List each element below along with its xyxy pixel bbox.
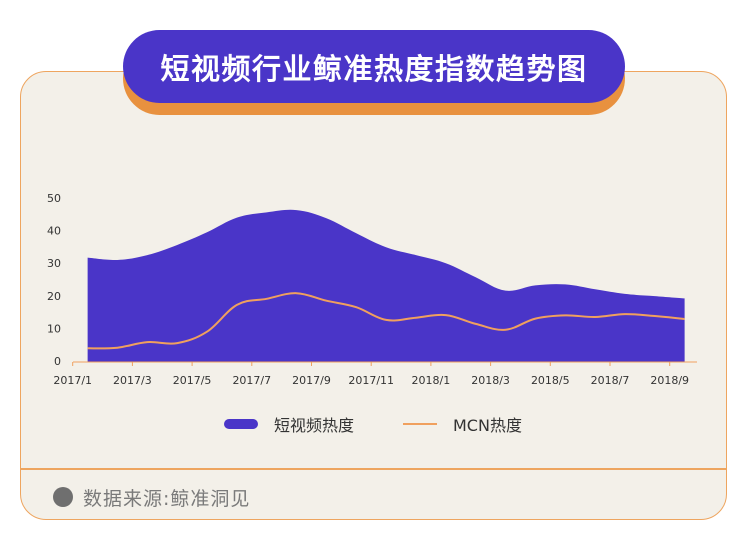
y-tick-label: 20 [47,290,61,303]
y-tick-label: 40 [47,225,61,238]
x-tick-label: 2018/3 [471,374,510,387]
legend-label: 短视频热度 [274,416,355,435]
page-title: 短视频行业鲸准热度指数趋势图 [160,51,588,86]
legend-label: MCN热度 [453,416,522,435]
x-tick-label: 2018/5 [531,374,570,387]
x-tick-label: 2017/1 [53,374,92,387]
y-tick-label: 10 [47,322,61,335]
x-tick-label: 2018/9 [650,374,689,387]
legend-item-short-video[interactable]: 短视频热度 [224,412,354,436]
x-tick-label: 2017/7 [232,374,271,387]
short-video-area [87,209,685,362]
x-tick-label: 2017/3 [113,374,152,387]
bullet-dot-icon [53,487,73,507]
mcn-line [87,292,685,350]
x-tick-label: 2018/7 [591,374,630,387]
x-tick-label: 2017/5 [173,374,212,387]
x-axis-ticks [72,362,671,366]
y-tick-label: 30 [47,257,61,270]
title-pill: 短视频行业鲸准热度指数趋势图 [123,30,625,103]
y-tick-label: 0 [54,355,61,368]
x-axis-labels: 2017/1 2017/3 2017/5 2017/7 2017/9 2017/11 201… [53,374,689,387]
area-swatch-icon [224,419,258,429]
x-tick-label: 2017/9 [292,374,331,387]
y-tick-label: 50 [47,192,61,205]
y-axis-labels: 0 10 20 30 40 50 [47,192,61,368]
x-tick-label: 2017/11 [348,374,394,387]
data-source: 数据来源:鲸准洞见 [53,483,250,511]
data-source-text: 数据来源:鲸准洞见 [83,487,251,510]
x-tick-label: 2018/1 [412,374,451,387]
legend-item-mcn[interactable]: MCN热度 [403,412,522,436]
footer-divider [20,468,727,470]
line-swatch-icon [403,423,437,425]
